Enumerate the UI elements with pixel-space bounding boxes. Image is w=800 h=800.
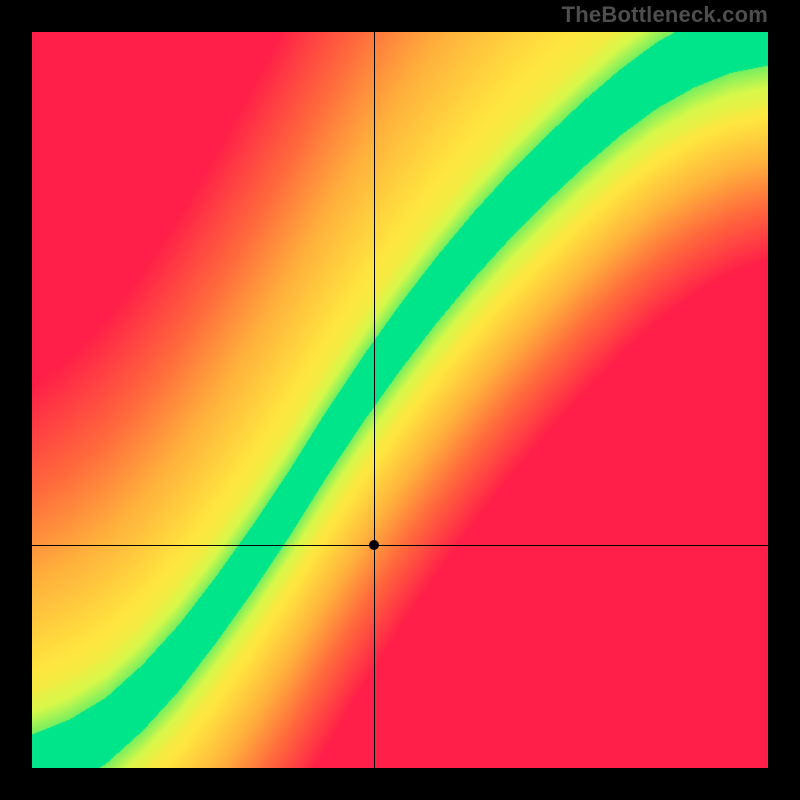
heatmap-canvas (32, 32, 768, 768)
watermark-text: TheBottleneck.com (562, 2, 768, 28)
figure-root: TheBottleneck.com (0, 0, 800, 800)
plot-area (32, 32, 768, 768)
